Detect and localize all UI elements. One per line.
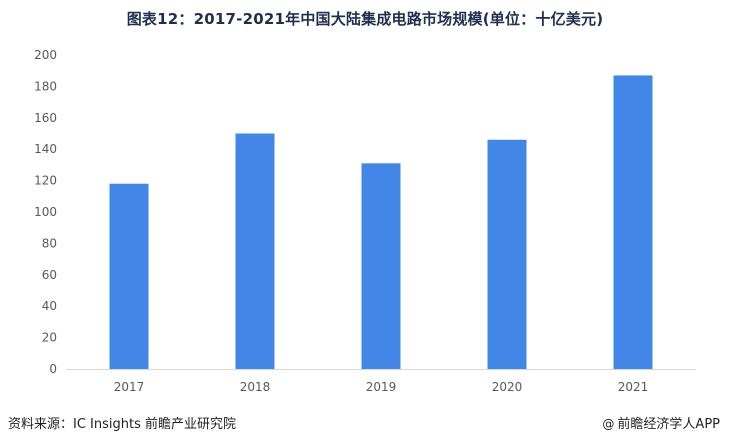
- bar-2019: [361, 163, 401, 369]
- y-tick-label: 0: [49, 362, 57, 376]
- copyright-icon: @: [602, 417, 615, 431]
- x-tick-label-2019: 2019: [366, 380, 397, 394]
- x-tick-label-2017: 2017: [114, 380, 145, 394]
- x-tick-label-2020: 2020: [492, 380, 523, 394]
- y-axis: 0 20 40 60 80 100 120 140 160 180 200: [34, 48, 57, 376]
- y-tick-label: 200: [34, 48, 57, 62]
- bar-2020: [487, 139, 527, 369]
- y-tick-label: 180: [34, 79, 57, 93]
- y-tick-label: 20: [42, 331, 57, 345]
- y-tick-label: 40: [42, 299, 57, 313]
- brand-text: 前瞻经济学人APP: [617, 417, 720, 432]
- y-tick-label: 140: [34, 142, 57, 156]
- x-axis: 2017 2018 2019 2020 2021: [114, 380, 649, 394]
- chart-title: 图表12：2017-2021年中国大陆集成电路市场规模(单位：十亿美元): [126, 10, 604, 28]
- x-tick-label-2018: 2018: [240, 380, 271, 394]
- bar-2021: [613, 75, 653, 369]
- brand-label: @ 前瞻经济学人APP: [602, 413, 720, 432]
- source-note: 资料来源：IC Insights 前瞻产业研究院: [8, 417, 236, 432]
- y-tick-label: 80: [42, 236, 57, 250]
- y-tick-label: 60: [42, 268, 57, 282]
- bar-2017: [109, 183, 149, 369]
- bars: [109, 75, 653, 369]
- y-tick-label: 120: [34, 174, 57, 188]
- y-tick-label: 100: [34, 205, 57, 219]
- y-tick-label: 160: [34, 111, 57, 125]
- bar-2018: [235, 133, 275, 369]
- x-tick-label-2021: 2021: [618, 380, 649, 394]
